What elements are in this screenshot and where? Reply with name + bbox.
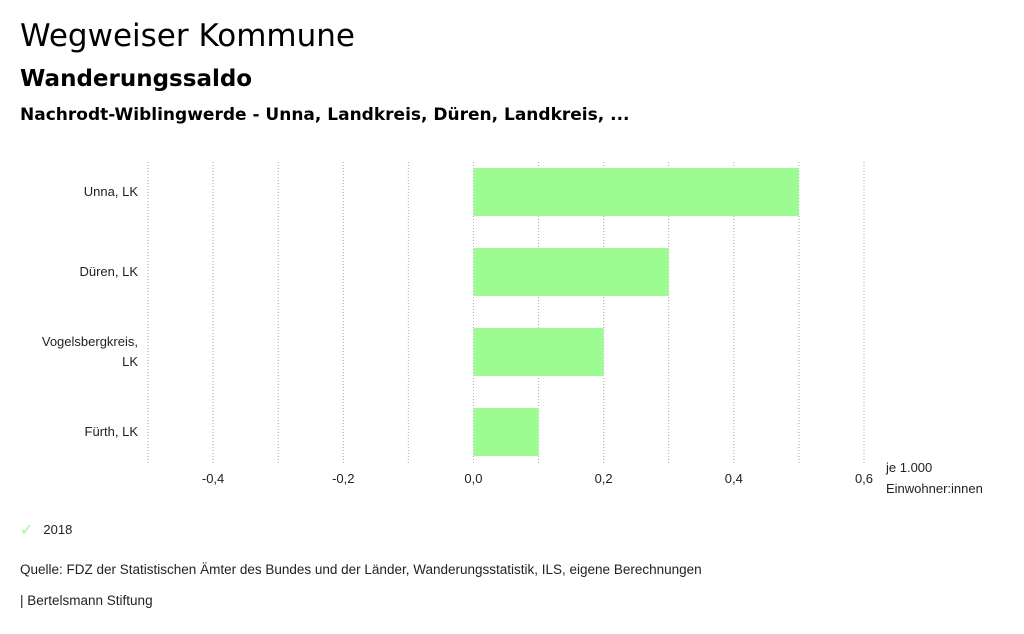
unit-label: je 1.000 Einwohner:innen bbox=[885, 460, 983, 496]
tick-label: -0,2 bbox=[332, 471, 354, 486]
bar[interactable] bbox=[473, 168, 799, 216]
region-selection: Nachrodt-Wiblingwerde - Unna, Landkreis,… bbox=[20, 105, 630, 125]
category-label: LK bbox=[122, 354, 138, 369]
tick-label: 0,2 bbox=[595, 471, 613, 486]
x-axis-ticks: -0,4 -0,2 0,0 0,2 0,4 0,6 bbox=[202, 471, 873, 486]
bars bbox=[473, 168, 799, 456]
gridlines bbox=[147, 162, 865, 464]
bar-chart: Unna, LK Düren, LK Vogelsbergkreis, LK Fürth… bbox=[42, 162, 983, 496]
unit-label-line: Einwohner:innen bbox=[886, 481, 983, 496]
bar[interactable] bbox=[473, 408, 539, 456]
category-label: Fürth, LK bbox=[85, 424, 139, 439]
category-label: Vogelsbergkreis, bbox=[42, 334, 138, 349]
tick-label: 0,0 bbox=[464, 471, 482, 486]
unit-label-line: je 1.000 bbox=[885, 460, 932, 475]
chart-subtitle: Wanderungssaldo bbox=[20, 66, 253, 92]
tick-label: 0,4 bbox=[725, 471, 743, 486]
category-label: Düren, LK bbox=[79, 264, 138, 279]
credit-note: | Bertelsmann Stiftung bbox=[20, 593, 153, 608]
category-labels: Unna, LK Düren, LK Vogelsbergkreis, LK Fürth… bbox=[42, 184, 138, 439]
check-icon: ✓ bbox=[20, 520, 34, 539]
bar[interactable] bbox=[473, 328, 604, 376]
tick-label: -0,4 bbox=[202, 471, 224, 486]
chart-title: Wegweiser Kommune bbox=[20, 18, 355, 54]
source-note: Quelle: FDZ der Statistischen Ämter des … bbox=[20, 562, 702, 577]
category-label: Unna, LK bbox=[84, 184, 139, 199]
legend-item-2018[interactable]: ✓ 2018 bbox=[20, 520, 72, 539]
bar[interactable] bbox=[473, 248, 669, 296]
tick-label: 0,6 bbox=[855, 471, 873, 486]
legend-label: 2018 bbox=[43, 522, 73, 537]
